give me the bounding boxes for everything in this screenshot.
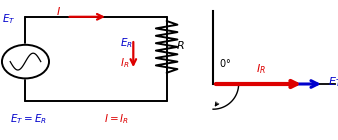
Text: $\it{I}$: $\it{I}$	[56, 5, 61, 17]
Text: $E_T = E_R$: $E_T = E_R$	[10, 112, 47, 126]
Text: $I_R$: $I_R$	[256, 62, 266, 76]
Text: $E_T$: $E_T$	[328, 76, 338, 89]
Text: $E_R$: $E_R$	[120, 36, 132, 50]
Text: $R$: $R$	[176, 39, 185, 51]
Text: $I = I_R$: $I = I_R$	[104, 112, 129, 126]
Text: $I_R$: $I_R$	[120, 56, 129, 70]
Text: $E_T$: $E_T$	[2, 13, 16, 26]
Text: $0°$: $0°$	[219, 57, 231, 69]
